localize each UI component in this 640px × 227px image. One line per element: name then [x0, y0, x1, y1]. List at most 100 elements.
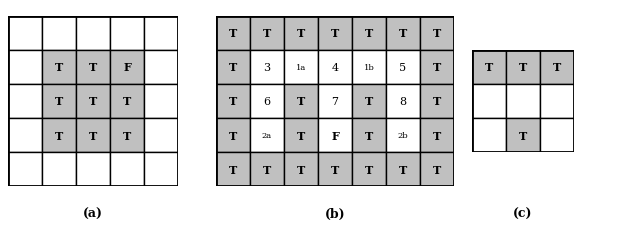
- Bar: [352, 118, 386, 152]
- Bar: [386, 51, 420, 85]
- Bar: [352, 51, 386, 85]
- Text: 8: 8: [399, 96, 406, 106]
- Text: 3: 3: [264, 63, 271, 73]
- Bar: [284, 118, 318, 152]
- Bar: [8, 85, 42, 118]
- Text: 4: 4: [332, 63, 339, 73]
- Text: T: T: [365, 96, 373, 107]
- Text: 1a: 1a: [296, 64, 306, 72]
- Bar: [386, 85, 420, 118]
- Bar: [8, 17, 42, 51]
- Bar: [76, 118, 110, 152]
- Bar: [352, 85, 386, 118]
- Text: T: T: [229, 130, 237, 141]
- Text: T: T: [553, 62, 561, 73]
- Bar: [318, 118, 352, 152]
- Bar: [216, 152, 250, 186]
- Bar: [420, 17, 454, 51]
- Bar: [284, 152, 318, 186]
- Text: T: T: [297, 96, 305, 107]
- Text: T: T: [331, 28, 339, 39]
- Text: (b): (b): [324, 207, 346, 220]
- Text: T: T: [399, 164, 407, 175]
- Bar: [250, 118, 284, 152]
- Text: T: T: [89, 62, 97, 73]
- Bar: [386, 17, 420, 51]
- Text: T: T: [433, 164, 441, 175]
- Bar: [250, 85, 284, 118]
- Text: T: T: [263, 28, 271, 39]
- Text: T: T: [365, 164, 373, 175]
- Text: T: T: [55, 62, 63, 73]
- Bar: [110, 51, 144, 85]
- Text: (a): (a): [83, 207, 103, 220]
- Bar: [506, 85, 540, 118]
- Bar: [42, 51, 76, 85]
- Text: T: T: [297, 130, 305, 141]
- Bar: [506, 51, 540, 85]
- Text: T: T: [123, 130, 131, 141]
- Bar: [144, 118, 178, 152]
- Bar: [144, 17, 178, 51]
- Bar: [42, 17, 76, 51]
- Text: T: T: [433, 28, 441, 39]
- Text: T: T: [297, 164, 305, 175]
- Text: T: T: [297, 28, 305, 39]
- Bar: [318, 51, 352, 85]
- Bar: [144, 51, 178, 85]
- Bar: [144, 85, 178, 118]
- Bar: [144, 152, 178, 186]
- Bar: [76, 152, 110, 186]
- Bar: [110, 152, 144, 186]
- Bar: [420, 51, 454, 85]
- Bar: [352, 152, 386, 186]
- Text: 5: 5: [399, 63, 406, 73]
- Bar: [540, 51, 574, 85]
- Text: T: T: [123, 96, 131, 107]
- Bar: [250, 17, 284, 51]
- Bar: [472, 51, 506, 85]
- Bar: [284, 85, 318, 118]
- Text: T: T: [263, 164, 271, 175]
- Text: T: T: [519, 62, 527, 73]
- Bar: [8, 118, 42, 152]
- Bar: [318, 17, 352, 51]
- Text: 2b: 2b: [397, 131, 408, 139]
- Bar: [472, 118, 506, 152]
- Bar: [250, 152, 284, 186]
- Text: T: T: [229, 96, 237, 107]
- Text: T: T: [89, 130, 97, 141]
- Text: T: T: [365, 28, 373, 39]
- Text: 6: 6: [264, 96, 271, 106]
- Bar: [110, 85, 144, 118]
- Bar: [216, 85, 250, 118]
- Bar: [110, 17, 144, 51]
- Bar: [284, 51, 318, 85]
- Bar: [216, 118, 250, 152]
- Bar: [42, 85, 76, 118]
- Bar: [352, 17, 386, 51]
- Text: T: T: [519, 130, 527, 141]
- Bar: [76, 85, 110, 118]
- Text: F: F: [123, 62, 131, 73]
- Bar: [8, 51, 42, 85]
- Text: T: T: [89, 96, 97, 107]
- Bar: [76, 17, 110, 51]
- Bar: [472, 85, 506, 118]
- Text: T: T: [229, 62, 237, 73]
- Bar: [8, 152, 42, 186]
- Text: T: T: [55, 130, 63, 141]
- Text: T: T: [433, 62, 441, 73]
- Bar: [76, 51, 110, 85]
- Bar: [318, 85, 352, 118]
- Bar: [216, 51, 250, 85]
- Text: T: T: [55, 96, 63, 107]
- Bar: [42, 152, 76, 186]
- Bar: [110, 118, 144, 152]
- Bar: [386, 152, 420, 186]
- Text: 2a: 2a: [262, 131, 272, 139]
- Text: T: T: [331, 164, 339, 175]
- Text: T: T: [229, 28, 237, 39]
- Bar: [506, 118, 540, 152]
- Text: 7: 7: [332, 96, 339, 106]
